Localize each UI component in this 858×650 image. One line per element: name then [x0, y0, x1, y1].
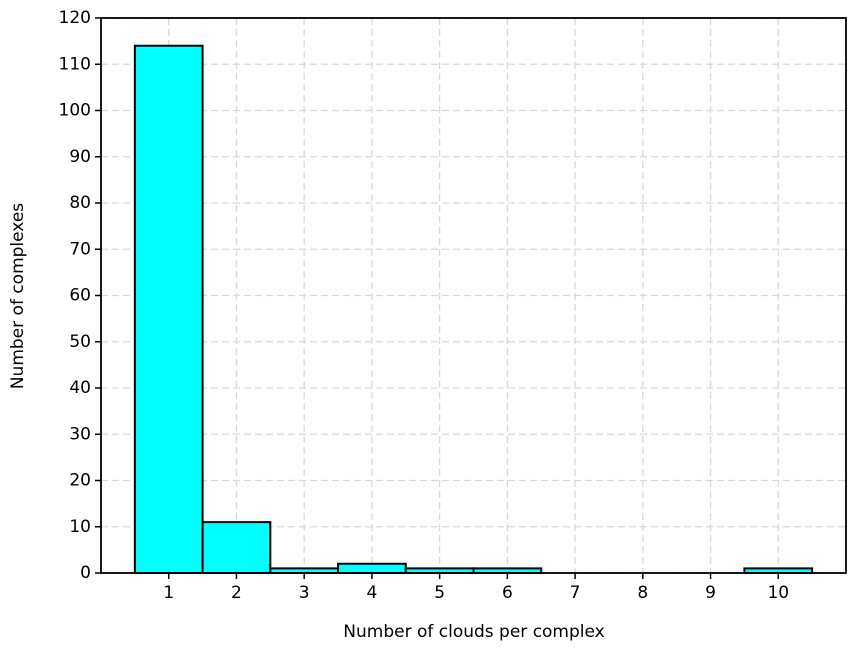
- x-tick-label: 7: [570, 583, 581, 603]
- x-tick-label: 5: [434, 583, 445, 603]
- y-tick-label: 30: [69, 424, 91, 444]
- y-axis-label: Number of complexes: [8, 203, 28, 389]
- bar: [337, 562, 407, 574]
- y-tick-label: 50: [69, 332, 91, 352]
- y-tick-label: 10: [69, 517, 91, 537]
- x-tick-label: 2: [231, 583, 242, 603]
- y-tick-label: 0: [80, 563, 91, 583]
- bar: [201, 521, 272, 574]
- y-tick-label: 90: [69, 147, 91, 167]
- y-tick-label: 110: [59, 54, 91, 74]
- bar: [133, 44, 204, 574]
- x-tick-label: 3: [299, 583, 310, 603]
- y-tick-label: 100: [59, 101, 91, 121]
- x-tick-label: 9: [705, 583, 716, 603]
- x-tick-label: 8: [637, 583, 648, 603]
- y-tick-label: 20: [69, 471, 91, 491]
- y-tick-label: 60: [69, 286, 91, 306]
- x-tick-label: 6: [502, 583, 513, 603]
- x-axis-label: Number of clouds per complex: [343, 622, 604, 642]
- x-tick-label: 4: [366, 583, 377, 603]
- y-tick-label: 80: [69, 193, 91, 213]
- x-tick-label: 1: [163, 583, 174, 603]
- y-tick-label: 120: [59, 8, 91, 28]
- y-tick-label: 40: [69, 378, 91, 398]
- y-tick-label: 70: [69, 239, 91, 259]
- x-tick-label: 10: [767, 583, 789, 603]
- plot-frame: [100, 17, 847, 574]
